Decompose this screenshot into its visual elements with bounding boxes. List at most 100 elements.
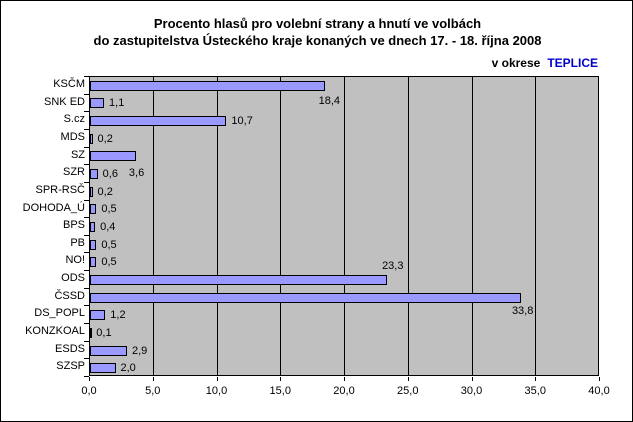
bar (90, 98, 104, 109)
gridline (280, 77, 282, 375)
y-axis-label: DS_POPL (34, 307, 85, 320)
y-axis-label: MDS (60, 130, 85, 143)
bar (90, 116, 226, 127)
bar (90, 274, 387, 285)
gridline (471, 77, 473, 375)
subtitle-region: TEPLICE (547, 56, 598, 70)
bar-value-label: 23,3 (382, 259, 404, 272)
y-axis-label: S.cz (63, 113, 85, 126)
y-axis-tick (84, 76, 89, 77)
x-axis-label: 40,0 (588, 385, 610, 397)
plot-area: 18,4 1,1 10,7 0,2 3,6 0,6 0,2 0,5 0,4 0,5 0,5 23,3 3… (89, 76, 599, 376)
x-axis-tick (535, 377, 537, 381)
bar (90, 310, 105, 321)
bar-value-label: 0,6 (102, 168, 118, 181)
gridline (152, 77, 154, 375)
gridline (407, 77, 409, 375)
bar-value-label: 33,8 (511, 304, 534, 317)
y-axis-label: ČSSD (54, 289, 85, 302)
gridline (216, 77, 218, 375)
y-axis-tick (84, 341, 89, 342)
gridline (344, 77, 345, 375)
y-axis-label: SZR (63, 166, 85, 179)
y-axis-tick (84, 358, 89, 359)
y-axis-label: SNK ED (44, 95, 85, 108)
bar (90, 257, 96, 268)
x-axis-tick (471, 377, 473, 381)
x-axis-label: 30,0 (460, 385, 483, 397)
x-axis-tick (280, 377, 282, 381)
x-axis-tick (89, 377, 90, 381)
chart-title-line1: Procento hlasů pro volební strany a hnut… (153, 16, 482, 31)
bar (90, 292, 521, 303)
bar (90, 327, 92, 338)
bar (90, 239, 96, 250)
subtitle-prefix: v okrese (491, 56, 541, 70)
x-axis-tick (216, 377, 218, 381)
x-axis-label: 0,0 (81, 385, 97, 397)
bar (90, 186, 93, 197)
bar (90, 345, 127, 356)
y-axis-tick (84, 288, 89, 289)
x-axis-tick (152, 377, 154, 381)
y-axis-tick (84, 111, 89, 112)
bar-value-label: 0,2 (97, 185, 113, 198)
bar-value-label: 0,2 (97, 132, 113, 145)
x-axis-label: 15,0 (269, 385, 291, 397)
y-axis-label: KSČM (53, 78, 85, 90)
bar-value-label: 1,2 (110, 309, 126, 322)
bar-value-label: 0,5 (101, 203, 117, 216)
y-axis-tick (84, 376, 89, 377)
x-axis-tick (344, 377, 345, 381)
y-axis-tick (84, 305, 89, 306)
bar-value-label: 0,4 (100, 221, 116, 233)
bar (90, 151, 136, 162)
x-axis-label: 5,0 (145, 385, 161, 397)
chart-title: Procento hlasů pro volební strany a hnut… (1, 15, 632, 49)
y-axis-tick (84, 147, 89, 148)
y-axis-tick (84, 323, 89, 324)
bar (90, 80, 325, 91)
bar-value-label: 0,1 (96, 326, 112, 339)
y-axis-tick (84, 129, 89, 130)
gridline (535, 77, 537, 375)
bar-value-label: 18,4 (318, 94, 341, 107)
y-axis-label: ESDS (55, 342, 85, 355)
y-axis-tick (84, 164, 89, 165)
y-axis-label: DOHODA_Ú (22, 201, 85, 214)
y-axis-label: NO! (65, 254, 85, 267)
y-axis-tick (84, 217, 89, 218)
bar (90, 204, 96, 215)
bar (90, 169, 98, 180)
y-axis-label: SZ (70, 148, 85, 161)
x-axis-label: 20,0 (333, 385, 355, 397)
bar-value-label: 1,1 (109, 97, 125, 110)
y-axis-label: SZSP (56, 360, 85, 373)
bar-value-label: 2,9 (131, 344, 148, 357)
x-axis-label: 25,0 (397, 385, 419, 397)
bar (90, 363, 116, 374)
bar (90, 222, 95, 232)
bar-value-label: 10,7 (231, 115, 253, 128)
x-axis-tick (599, 377, 600, 381)
bar-value-label: 3,6 (128, 167, 145, 180)
x-axis-tick (407, 377, 409, 381)
y-axis-tick (84, 94, 89, 95)
x-axis-label: 10,0 (205, 385, 228, 397)
x-axis-label: 35,0 (524, 385, 546, 397)
y-axis-tick (84, 182, 89, 183)
y-axis-tick (84, 252, 89, 253)
chart-title-line2: do zastupitelstva Ústeckého kraje konaný… (93, 33, 542, 48)
y-axis-tick (84, 200, 89, 201)
y-axis-label: ODS (61, 272, 85, 285)
y-axis-label: BPS (62, 219, 85, 232)
y-axis-label: SPR-RSČ (35, 183, 85, 196)
y-axis-label: PB (70, 236, 85, 249)
y-axis-tick (84, 235, 89, 236)
bar (90, 133, 93, 144)
y-axis-tick (84, 270, 89, 271)
y-axis-label: KONZKOAL (25, 325, 85, 338)
bar-value-label: 0,5 (101, 238, 117, 251)
bar-value-label: 2,0 (120, 362, 136, 375)
